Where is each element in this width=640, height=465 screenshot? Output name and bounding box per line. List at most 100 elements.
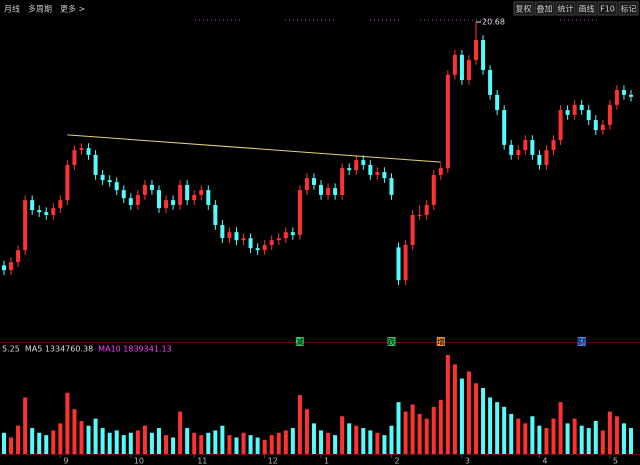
event-label[interactable]: 减	[296, 337, 304, 347]
candle-body	[128, 198, 133, 205]
toolbar-button[interactable]: 复权	[516, 4, 532, 14]
candle-body	[565, 110, 570, 115]
event-marker[interactable]	[577, 337, 586, 346]
volume-bar	[86, 425, 91, 454]
volume-bar	[79, 421, 84, 454]
volume-bar	[368, 430, 373, 454]
volume-bar	[185, 428, 190, 454]
candle-body	[502, 110, 507, 145]
candle-body	[86, 148, 91, 155]
toolbar-button-frame[interactable]	[534, 1, 555, 16]
volume-bar	[445, 355, 450, 454]
volume-bar	[156, 428, 161, 454]
toolbar-button[interactable]: 更多 >	[60, 4, 85, 14]
x-tick-label: 5	[613, 457, 618, 465]
volume-bar	[213, 430, 218, 454]
event-label[interactable]: 跌	[387, 337, 395, 347]
toolbar-button-frame[interactable]	[513, 1, 534, 16]
volume-bar	[593, 421, 598, 454]
volume-bar	[128, 432, 133, 454]
volume-bar	[474, 383, 479, 454]
candle-body	[389, 178, 394, 195]
event-label[interactable]: 增	[437, 337, 445, 347]
volume-bar	[16, 425, 21, 454]
toolbar-button[interactable]: F10	[600, 5, 615, 14]
x-tick-label: 3	[465, 457, 470, 465]
event-marker[interactable]	[436, 337, 445, 346]
candle-body	[431, 174, 436, 205]
volume-bar	[142, 425, 147, 454]
candle-body	[621, 90, 626, 95]
volume-bar	[72, 409, 77, 454]
volume-bar	[361, 428, 366, 454]
volume-bar	[495, 402, 500, 454]
candle-body	[403, 244, 408, 281]
volume-bar	[192, 432, 197, 454]
candle-body	[213, 204, 218, 225]
toolbar-button-frame[interactable]	[555, 1, 576, 16]
toolbar-button[interactable]: 叠加	[537, 4, 553, 14]
candle-body	[488, 70, 493, 95]
candle-body	[290, 232, 295, 235]
candle-body	[269, 240, 274, 245]
event-marker[interactable]	[295, 337, 304, 346]
candle-body	[579, 104, 584, 111]
candle-body	[382, 172, 387, 179]
candle-body	[199, 190, 204, 195]
candle-body	[171, 200, 176, 205]
volume-bar	[403, 411, 408, 454]
candle-body	[311, 178, 316, 185]
candle-body	[452, 54, 457, 75]
volume-bar	[164, 435, 169, 454]
x-tick-label: 4	[542, 457, 547, 465]
event-marker[interactable]	[387, 337, 396, 346]
candle-body	[375, 172, 380, 175]
toolbar-button[interactable]: 标记	[621, 4, 637, 14]
volume-bar	[516, 418, 521, 454]
candle-body	[9, 262, 14, 271]
volume-bar	[600, 430, 605, 454]
volume-bar	[304, 409, 309, 454]
volume-bar	[51, 430, 56, 454]
candle-body	[326, 188, 331, 195]
candle-body	[79, 148, 84, 151]
candle-body	[51, 208, 56, 215]
volume-bar	[206, 432, 211, 454]
volume-bar	[614, 416, 619, 454]
volume-legend: MA5 1334760.38	[25, 345, 93, 354]
toolbar-button-frame[interactable]	[597, 1, 618, 16]
toolbar-button-frame[interactable]	[618, 1, 639, 16]
volume-bar	[558, 402, 563, 454]
candle-body	[276, 238, 281, 241]
toolbar-button[interactable]: 月线	[4, 4, 20, 14]
toolbar-button[interactable]: 多周期	[28, 4, 52, 14]
volume-bar	[530, 416, 535, 454]
peak-label: 20.68	[482, 18, 505, 27]
event-label[interactable]: 财	[578, 337, 586, 347]
toolbar-button-frame[interactable]	[576, 1, 597, 16]
toolbar-button[interactable]: 统计	[558, 4, 574, 14]
candle-body	[509, 144, 514, 155]
candle-body	[44, 212, 49, 215]
candle-body	[23, 200, 28, 251]
volume-bar	[459, 378, 464, 454]
candle-body	[234, 232, 239, 241]
toolbar-button[interactable]: 画线	[579, 4, 595, 14]
candle-body	[72, 150, 77, 165]
volume-bar	[262, 439, 267, 454]
volume-bar	[37, 432, 42, 454]
volume-bar	[544, 428, 549, 454]
candle-body	[16, 250, 21, 263]
candle-body	[37, 210, 42, 213]
volume-bar	[417, 413, 422, 454]
volume-bar	[509, 413, 514, 454]
volume-bar	[135, 430, 140, 454]
volume-bar	[396, 402, 401, 454]
candle-body	[178, 184, 183, 205]
candle-body	[558, 110, 563, 141]
x-tick-label: 2	[394, 457, 399, 465]
candle-body	[185, 184, 190, 201]
candle-body	[248, 238, 253, 249]
volume-legend: MA10 1839341.13	[98, 345, 171, 354]
